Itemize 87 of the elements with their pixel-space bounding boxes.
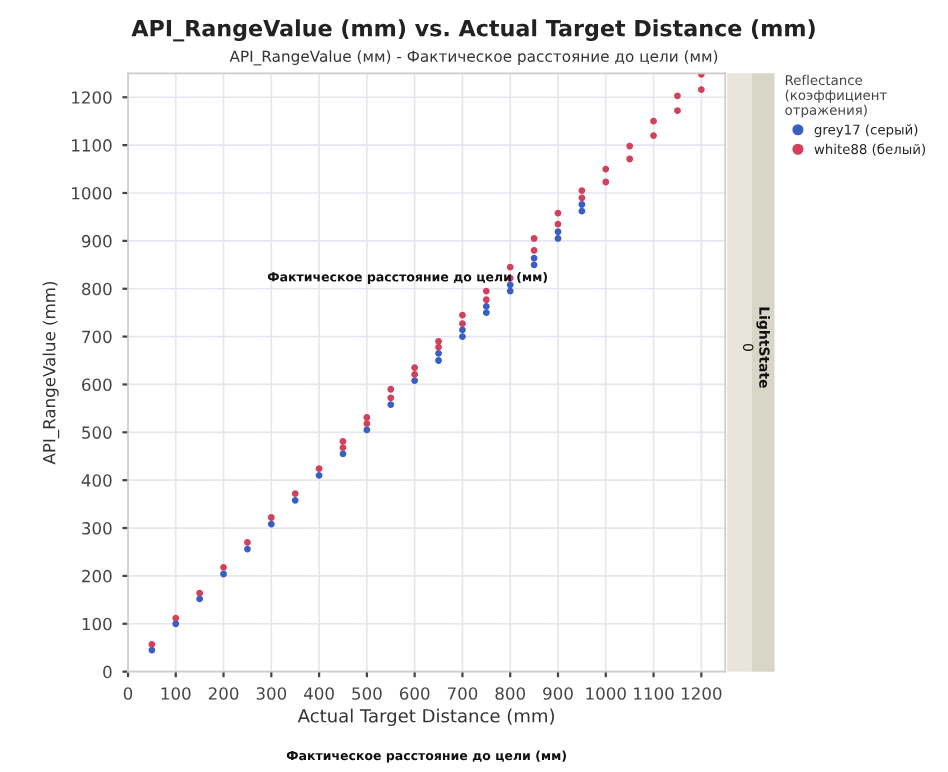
- point: [650, 132, 657, 139]
- point: [602, 178, 610, 186]
- point: [196, 595, 204, 603]
- point: [387, 401, 395, 408]
- point: [482, 287, 490, 295]
- point: [530, 235, 538, 242]
- point: [411, 377, 419, 385]
- point: [459, 320, 466, 328]
- point: [554, 228, 562, 236]
- point: [267, 514, 275, 521]
- y-tick-label: 200: [82, 569, 112, 583]
- point: [244, 539, 251, 546]
- point: [602, 165, 610, 173]
- point: [459, 326, 466, 334]
- point: [674, 107, 681, 115]
- y-tick-label: 0: [103, 665, 112, 679]
- x-tick-label: 1100: [634, 687, 674, 700]
- point: [650, 117, 657, 125]
- x-tick-label: 100: [161, 687, 191, 700]
- point: [482, 296, 490, 304]
- x-tick-label: 700: [447, 687, 478, 700]
- point: [674, 92, 681, 100]
- point: [697, 86, 705, 94]
- point: [578, 194, 586, 202]
- y-tick-label: 500: [82, 426, 112, 439]
- x-tick-label: 900: [543, 687, 573, 700]
- x-tick-label: 500: [352, 687, 382, 700]
- point: [626, 142, 634, 150]
- point: [506, 263, 514, 271]
- point: [315, 465, 323, 473]
- point: [411, 371, 419, 378]
- y-tick-label: 800: [82, 282, 112, 296]
- x-tick-label: 1200: [681, 687, 722, 700]
- y-tick-label: 700: [82, 330, 112, 344]
- chart-title: API_RangeValue (mm) vs. Actual Target Distance (mm): [131, 19, 815, 42]
- point: [554, 235, 562, 242]
- point: [315, 472, 323, 479]
- point: [363, 420, 371, 428]
- x-tick-label: 300: [256, 687, 287, 700]
- point: [387, 394, 395, 402]
- point: [459, 311, 466, 319]
- point: [267, 520, 275, 528]
- point: [530, 261, 538, 269]
- x-tick-label: 0: [123, 687, 133, 700]
- point: [291, 496, 299, 504]
- point: [220, 570, 227, 578]
- x-tick-label: 200: [208, 687, 239, 700]
- x-axis-title: Actual Target Distance (mm): [297, 708, 554, 727]
- point: [244, 545, 251, 553]
- point: [196, 589, 204, 597]
- point: [578, 207, 586, 215]
- point: [291, 490, 299, 497]
- point: [172, 614, 180, 622]
- y-tick-label: 600: [82, 378, 112, 392]
- point: [339, 444, 347, 452]
- point: [482, 309, 490, 317]
- point: [435, 349, 442, 357]
- point: [172, 620, 180, 628]
- point: [578, 201, 586, 208]
- x-tick-label: 800: [495, 687, 526, 700]
- x-tick-label: 600: [399, 687, 430, 700]
- y-tick-label: 400: [81, 474, 112, 487]
- point: [459, 333, 466, 340]
- point: [482, 303, 490, 310]
- point: [148, 640, 156, 648]
- point: [506, 287, 514, 295]
- point: [578, 187, 586, 195]
- point: [411, 364, 419, 372]
- point: [339, 438, 347, 445]
- y-tick-label: 100: [82, 617, 112, 631]
- point: [220, 563, 227, 571]
- point: [626, 155, 634, 163]
- point: [530, 247, 538, 254]
- y-tick-label: 300: [82, 522, 112, 535]
- point: [435, 337, 442, 345]
- point: [435, 357, 442, 364]
- y-axis-title: API_RangeValue (mm): [42, 281, 60, 465]
- y-tick-label: 900: [81, 234, 112, 248]
- x-tick-label: 400: [304, 687, 334, 700]
- point: [363, 426, 371, 434]
- x-tick-label: 1000: [586, 687, 626, 700]
- y-tick-label: 1000: [72, 186, 112, 200]
- point: [435, 343, 442, 351]
- point: [363, 414, 371, 421]
- y-tick-label: 1200: [72, 91, 112, 104]
- y-tick-label: 1100: [72, 139, 112, 152]
- point: [387, 385, 395, 393]
